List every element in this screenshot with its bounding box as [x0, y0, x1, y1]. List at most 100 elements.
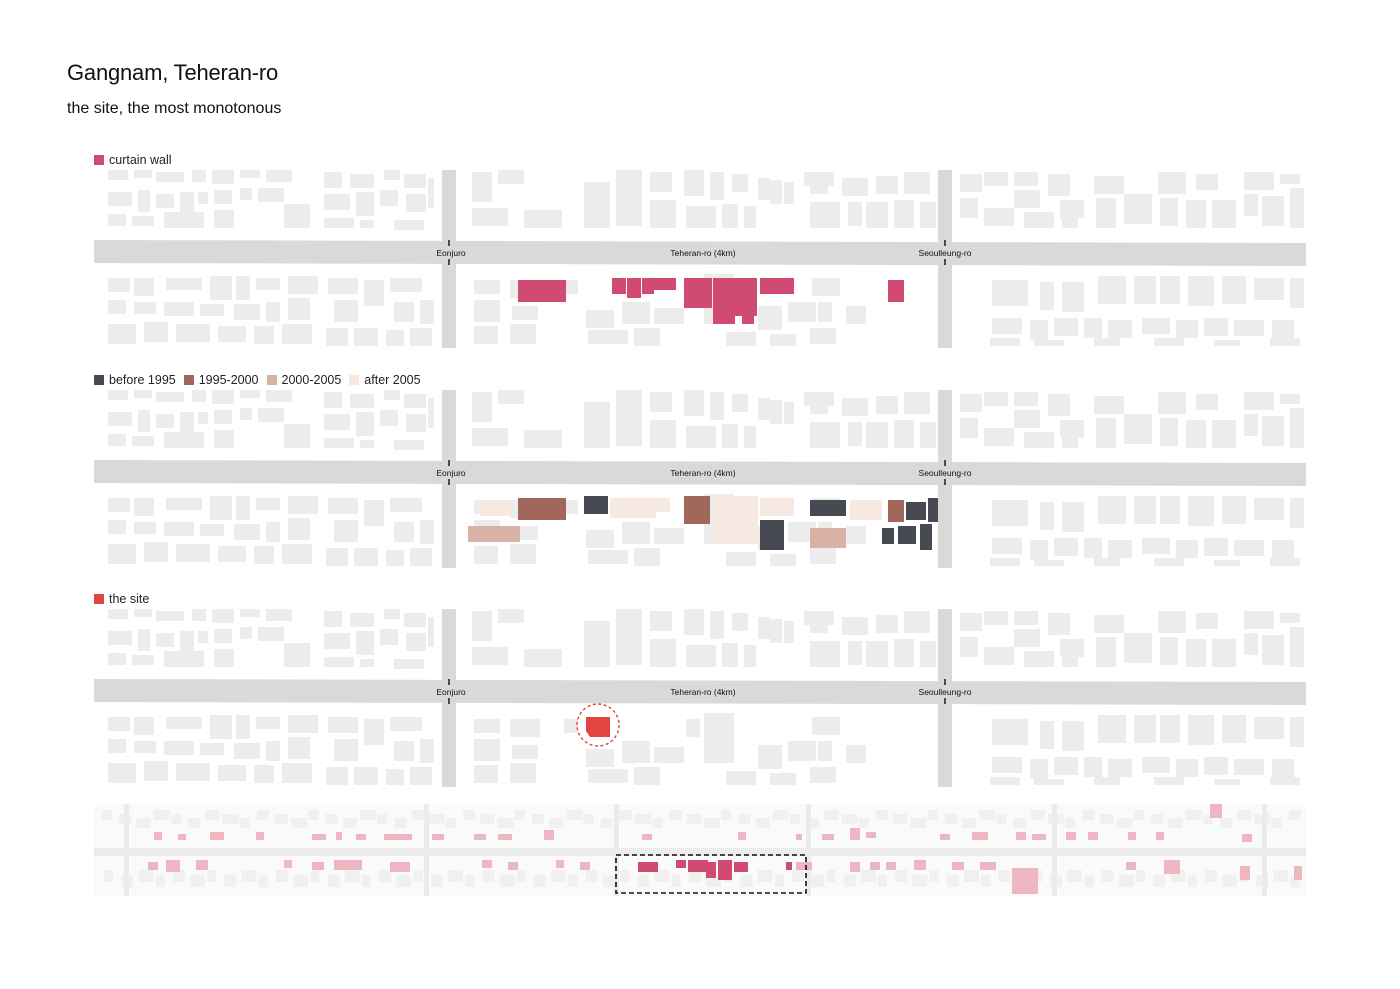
overview-block — [620, 870, 629, 882]
building-block — [364, 500, 384, 526]
building-block — [108, 739, 126, 753]
age-building — [810, 528, 846, 548]
building-block — [324, 657, 354, 667]
legend-label: 2000-2005 — [281, 373, 342, 387]
overview-block — [910, 818, 927, 828]
building-block — [360, 440, 374, 448]
building-block — [108, 544, 136, 564]
building-block — [1188, 276, 1214, 306]
building-block — [474, 300, 500, 322]
building-block — [904, 392, 930, 414]
overview-building — [1128, 832, 1136, 840]
building-block — [266, 741, 280, 761]
building-block — [992, 318, 1022, 334]
building-block — [134, 522, 156, 534]
overview-study-area — [638, 860, 792, 880]
building-block — [1094, 338, 1120, 346]
building-block — [984, 428, 1014, 446]
overview-block — [979, 810, 996, 820]
building-block — [634, 328, 660, 346]
building-block — [1272, 540, 1294, 558]
building-block — [354, 767, 378, 785]
building-block — [810, 172, 828, 194]
overview-building — [1126, 862, 1136, 870]
building-block — [1160, 198, 1178, 226]
overview-block — [929, 870, 939, 882]
building-block — [334, 300, 358, 322]
building-block — [770, 773, 796, 785]
overview-block — [568, 875, 578, 887]
building-block — [1212, 639, 1236, 667]
overview-block — [843, 875, 856, 887]
curtain-wall-building — [642, 278, 654, 294]
building-block — [1014, 611, 1038, 625]
overview-building — [914, 860, 926, 870]
overview-block — [946, 875, 959, 887]
building-block — [288, 276, 318, 294]
building-block — [1176, 320, 1198, 338]
legend-building-age: before 1995 1995-2000 2000-2005 after 20… — [94, 373, 429, 387]
overview-block — [480, 814, 495, 824]
road-teheran-ro — [94, 679, 1306, 705]
building-block — [1234, 540, 1264, 556]
building-block — [324, 414, 350, 430]
building-block — [134, 717, 154, 735]
building-block — [282, 544, 312, 564]
legend-label: curtain wall — [109, 153, 172, 167]
building-block — [842, 178, 868, 196]
building-block — [1014, 190, 1040, 208]
building-block — [334, 739, 358, 761]
building-block — [1158, 172, 1186, 194]
building-block — [1204, 538, 1228, 556]
building-block — [1280, 174, 1300, 184]
overview-block — [1168, 818, 1183, 828]
building-block — [200, 743, 224, 755]
overview-block — [671, 875, 681, 887]
building-block — [650, 420, 676, 448]
building-block — [992, 500, 1028, 526]
building-block — [284, 643, 310, 667]
building-block — [876, 176, 898, 194]
building-block — [1024, 212, 1054, 228]
building-block — [770, 554, 796, 566]
building-block — [1134, 496, 1156, 524]
building-block — [266, 609, 292, 621]
building-block — [108, 390, 128, 400]
building-block — [1244, 414, 1258, 436]
building-block — [1214, 560, 1240, 566]
base-buildings — [108, 390, 1304, 566]
building-block — [164, 741, 194, 755]
overview-highlight-building — [676, 860, 686, 868]
overview-building — [474, 834, 486, 840]
building-block — [584, 402, 610, 448]
building-block — [234, 304, 260, 320]
age-building — [920, 524, 932, 550]
overview-block — [738, 814, 751, 824]
building-block — [326, 548, 348, 566]
overview-cross-road — [806, 804, 811, 896]
building-block — [732, 394, 748, 412]
building-block — [364, 719, 384, 745]
map-panel-building-age: Eonjuro Teheran-ro (4km) Seoulleung-ro — [94, 390, 1306, 568]
building-block — [156, 172, 184, 182]
building-block — [394, 220, 424, 230]
building-block — [406, 414, 426, 432]
building-block — [108, 520, 126, 534]
building-block — [176, 544, 210, 562]
building-block — [218, 765, 246, 781]
overview-highlight-building — [638, 862, 658, 872]
building-block — [134, 170, 152, 178]
overview-highlight-building — [706, 862, 716, 878]
building-block — [1124, 194, 1152, 224]
overview-block — [463, 810, 476, 820]
building-block — [156, 194, 174, 208]
overview-block — [618, 810, 632, 820]
overview-building — [334, 860, 362, 870]
overview-block — [102, 810, 112, 820]
building-block — [214, 190, 232, 204]
overview-building — [196, 860, 208, 870]
overview-base — [102, 810, 1301, 887]
road-label-eonjuro: Eonjuro — [436, 468, 466, 478]
building-block — [812, 717, 840, 735]
overview-building — [312, 834, 326, 840]
